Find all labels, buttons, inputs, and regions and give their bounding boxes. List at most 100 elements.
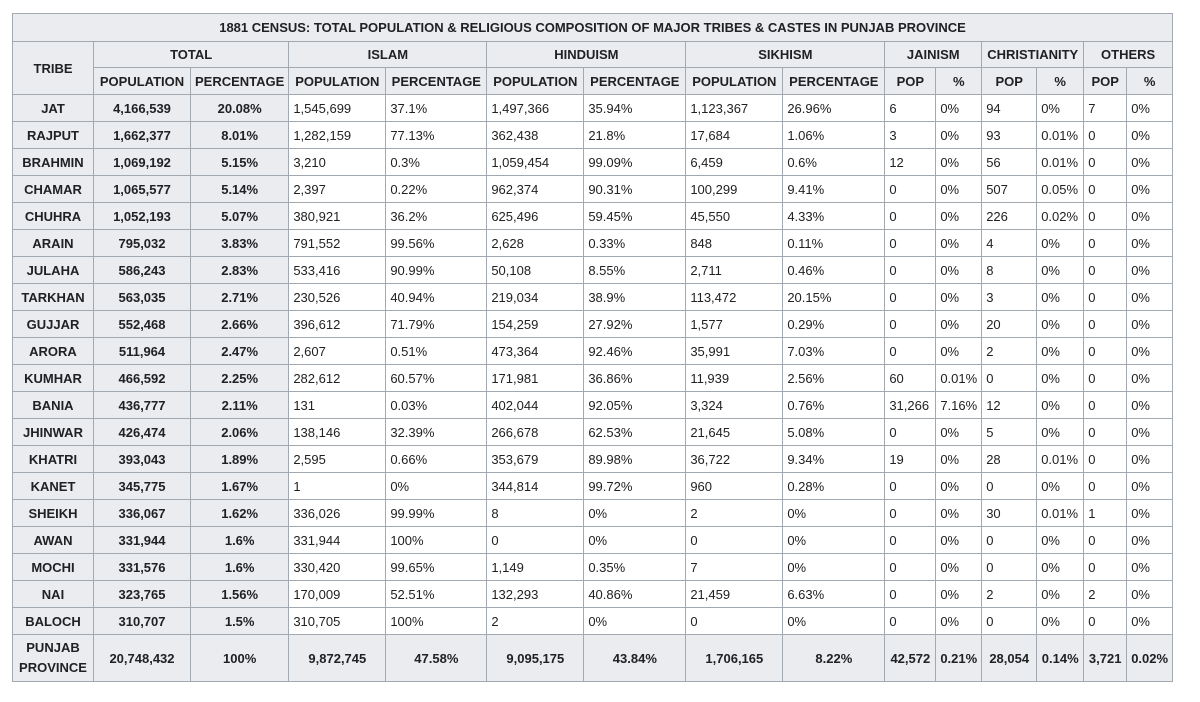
total-cell: 1.89% xyxy=(189,445,290,473)
data-cell: 0% xyxy=(935,283,983,311)
data-cell: 71.79% xyxy=(385,310,488,338)
data-cell: 0% xyxy=(782,607,886,635)
data-cell: 0 xyxy=(1083,337,1128,365)
data-cell: 27.92% xyxy=(583,310,687,338)
table-row: BALOCH 310,707 1.5% 310,705 100% 2 0% 0 0% 0 0% 0 0%… xyxy=(12,607,1174,635)
tribe-name-cell: AWAN xyxy=(12,526,94,554)
data-cell: 56 xyxy=(981,148,1038,176)
data-cell: 0.11% xyxy=(782,229,886,257)
data-cell: 0.33% xyxy=(583,229,687,257)
data-cell: 0 xyxy=(884,229,937,257)
tribe-header: TRIBE xyxy=(12,41,94,95)
data-cell: 9.34% xyxy=(782,445,886,473)
data-cell: 4.33% xyxy=(782,202,886,230)
data-cell: 0 xyxy=(981,472,1038,500)
data-cell: 31,266 xyxy=(884,391,937,419)
data-cell: 344,814 xyxy=(486,472,585,500)
data-cell: 92.05% xyxy=(583,391,687,419)
table-row: KUMHAR 466,592 2.25% 282,612 60.57% 171,981 36… xyxy=(12,364,1174,392)
tribe-name-cell: ARAIN xyxy=(12,229,94,257)
data-cell: 0% xyxy=(935,553,983,581)
data-cell: 2.56% xyxy=(782,364,886,392)
data-cell: 0.28% xyxy=(782,472,886,500)
total-cell: 5.14% xyxy=(189,175,290,203)
data-cell: 0 xyxy=(1083,121,1128,149)
data-cell: 1,706,165 xyxy=(685,634,784,682)
tribe-name-cell: NAI xyxy=(12,580,94,608)
data-cell: 2 xyxy=(981,337,1038,365)
data-cell: 35,991 xyxy=(685,337,784,365)
total-cell: 5.07% xyxy=(189,202,290,230)
tribe-name-cell: CHUHRA xyxy=(12,202,94,230)
data-cell: 90.99% xyxy=(385,256,488,284)
data-cell: 20 xyxy=(981,310,1038,338)
sub-header: POP xyxy=(884,67,937,95)
data-cell: 0% xyxy=(1036,580,1085,608)
data-cell: 92.46% xyxy=(583,337,687,365)
data-cell: 0% xyxy=(1036,391,1085,419)
data-cell: 0% xyxy=(1036,418,1085,446)
data-cell: 0 xyxy=(1083,526,1128,554)
total-cell: 563,035 xyxy=(93,283,191,311)
table-row: TARKHAN 563,035 2.71% 230,526 40.94% 219,034 3… xyxy=(12,283,1174,311)
data-cell: 0 xyxy=(685,607,784,635)
data-cell: 0 xyxy=(884,337,937,365)
data-cell: 0 xyxy=(884,607,937,635)
data-cell: 0 xyxy=(1083,364,1128,392)
total-cell: 552,468 xyxy=(93,310,191,338)
data-cell: 0% xyxy=(1036,337,1085,365)
data-cell: 0 xyxy=(1083,310,1128,338)
data-cell: 3 xyxy=(884,121,937,149)
data-cell: 282,612 xyxy=(288,364,387,392)
data-cell: 0.66% xyxy=(385,445,488,473)
tribe-name-cell: GUJJAR xyxy=(12,310,94,338)
total-cell: 1,069,192 xyxy=(93,148,191,176)
data-cell: 0.01% xyxy=(1036,499,1085,527)
data-cell: 0.01% xyxy=(935,364,983,392)
data-cell: 11,939 xyxy=(685,364,784,392)
sub-header: PERCENTAGE xyxy=(782,67,886,95)
data-cell: 1,577 xyxy=(685,310,784,338)
sub-header: POPULATION xyxy=(685,67,784,95)
data-cell: 2,711 xyxy=(685,256,784,284)
data-cell: 0% xyxy=(583,607,687,635)
table-row: ARAIN 795,032 3.83% 791,552 99.56% 2,628 0.33%… xyxy=(12,229,1174,257)
data-cell: 2,397 xyxy=(288,175,387,203)
data-cell: 77.13% xyxy=(385,121,488,149)
data-cell: 5 xyxy=(981,418,1038,446)
data-cell: 170,009 xyxy=(288,580,387,608)
table-row: NAI 323,765 1.56% 170,009 52.51% 132,293 40.86… xyxy=(12,580,1174,608)
data-cell: 6 xyxy=(884,94,937,122)
data-cell: 113,472 xyxy=(685,283,784,311)
data-cell: 36.2% xyxy=(385,202,488,230)
data-cell: 848 xyxy=(685,229,784,257)
total-cell: 100% xyxy=(189,634,290,682)
data-cell: 310,705 xyxy=(288,607,387,635)
data-cell: 1,123,367 xyxy=(685,94,784,122)
total-cell: 345,775 xyxy=(93,472,191,500)
data-cell: 336,026 xyxy=(288,499,387,527)
data-cell: 3,324 xyxy=(685,391,784,419)
data-cell: 0 xyxy=(884,553,937,581)
data-cell: 0.22% xyxy=(385,175,488,203)
table-row: MOCHI 331,576 1.6% 330,420 99.65% 1,149 0.35% 7… xyxy=(12,553,1174,581)
table-title: 1881 CENSUS: TOTAL POPULATION & RELIGIOU… xyxy=(11,13,1174,42)
data-cell: 533,416 xyxy=(288,256,387,284)
table-row: ARORA 511,964 2.47% 2,607 0.51% 473,364 92.46%… xyxy=(12,337,1174,365)
data-cell: 0% xyxy=(1126,607,1174,635)
data-cell: 0% xyxy=(935,418,983,446)
census-table: 1881 CENSUS: TOTAL POPULATION & RELIGIOU… xyxy=(11,13,1174,682)
sub-header: POPULATION xyxy=(288,67,387,95)
data-cell: 1 xyxy=(288,472,387,500)
total-cell: 331,576 xyxy=(93,553,191,581)
table-row: GUJJAR 552,468 2.66% 396,612 71.79% 154,259 27… xyxy=(12,310,1174,338)
data-cell: 353,679 xyxy=(486,445,585,473)
data-cell: 0% xyxy=(935,310,983,338)
data-cell: 2 xyxy=(685,499,784,527)
data-cell: 0% xyxy=(1036,607,1085,635)
total-cell: 795,032 xyxy=(93,229,191,257)
sub-header: % xyxy=(1036,67,1085,95)
total-cell: 3.83% xyxy=(189,229,290,257)
total-cell: 426,474 xyxy=(93,418,191,446)
data-cell: 0 xyxy=(884,202,937,230)
